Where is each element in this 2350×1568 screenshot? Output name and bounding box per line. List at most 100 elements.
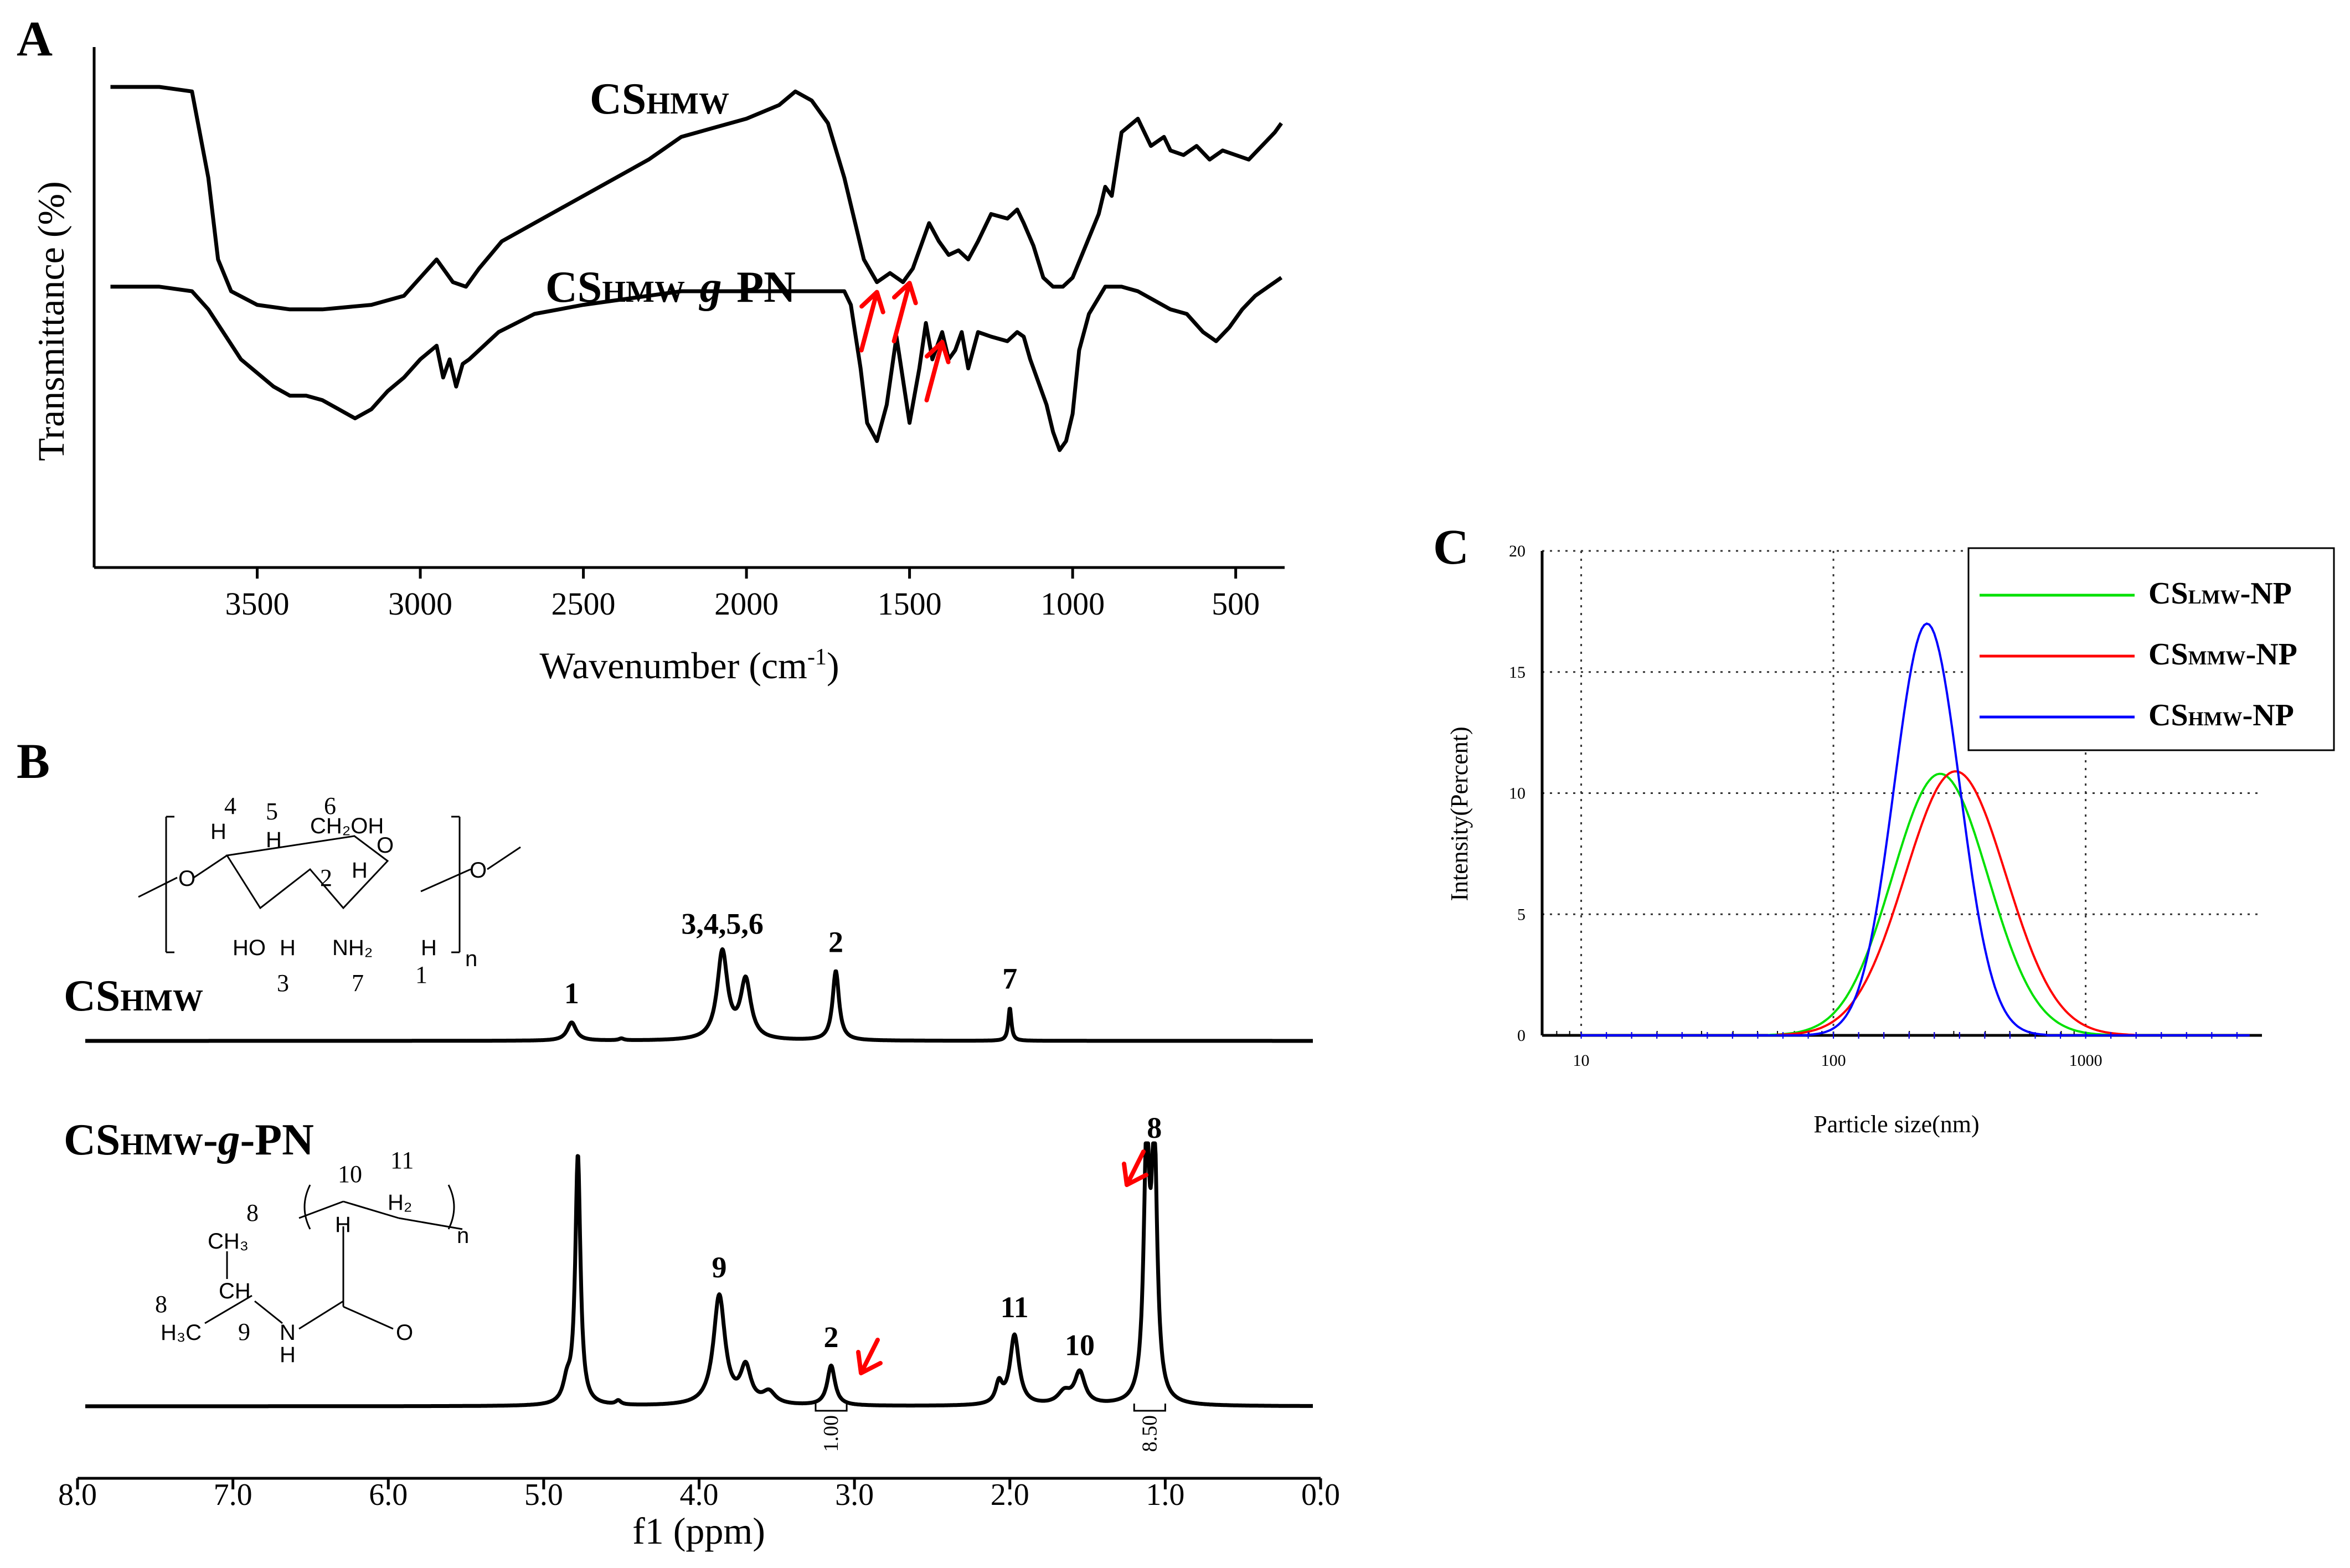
panel-letter-b: B <box>17 734 50 789</box>
chitosan-position-number: 5 <box>266 798 278 825</box>
chitosan-atom: O <box>377 833 394 858</box>
nmr-peak-label: 9 <box>712 1251 726 1284</box>
chitosan-atom: H <box>210 819 226 844</box>
nmr-trace-cs-hmw <box>84 947 1315 1043</box>
pnipam-atom: CH₃ <box>208 1229 249 1254</box>
nmr-x-axis-title: f1 (ppm) <box>632 1510 765 1552</box>
ftir-x-tick-label: 3500 <box>225 586 290 622</box>
chitosan-position-number: 6 <box>324 792 336 819</box>
ftir-trace-cs-hmw-g-pn <box>110 276 1283 452</box>
nmr-x-tick-label: 6.0 <box>369 1478 408 1512</box>
chitosan-atom: n <box>465 947 477 971</box>
pnipam-structure: H H₂ O N H CH₃ CH H₃C n 10 11 8 8 9 <box>155 1147 469 1367</box>
ftir-x-axis-title-sup: -1 <box>807 644 827 670</box>
dls-legend-label: CSLMW-NP <box>2148 576 2292 611</box>
nmr-red-arrow <box>1122 1149 1148 1187</box>
dls-grid <box>1542 550 2262 1035</box>
chitosan-atom: H <box>266 828 282 852</box>
pnipam-bond <box>343 1200 399 1219</box>
nmr-x-tick-label: 8.0 <box>58 1478 97 1512</box>
nmr-integral-value: 8.50 <box>1138 1415 1161 1452</box>
ftir-x-tick-label: 1000 <box>1040 586 1105 622</box>
chitosan-atom: HO <box>233 936 266 960</box>
nmr-peak-label: 10 <box>1065 1328 1095 1361</box>
dls-series-line <box>1581 622 2250 1036</box>
nmr-integrals: 1.00 8.50 <box>815 1404 1166 1452</box>
chitosan-ring <box>225 835 389 910</box>
ftir-label-cs-hmw: CSHMW <box>590 75 729 123</box>
chitosan-atom: H <box>280 936 296 960</box>
dls-y-tick-label: 5 <box>1517 905 1526 924</box>
nmr-peak-label: 1 <box>564 977 579 1010</box>
dls-legend-label-sub: LMW <box>2188 586 2240 608</box>
dls-legend-label: CSMMW-NP <box>2148 637 2297 672</box>
nmr-x-tick-label: 2.0 <box>991 1478 1029 1512</box>
ftir-label-graft-g: g <box>699 263 722 312</box>
ftir-red-arrow <box>859 290 885 353</box>
pnipam-atom: N <box>280 1321 296 1345</box>
nmr-peak-label: 7 <box>1002 962 1017 996</box>
ftir-red-arrow <box>924 339 951 403</box>
nmr-x-tick-label: 3.0 <box>835 1478 874 1512</box>
ftir-x-axis-title-tail: ) <box>827 644 839 687</box>
nmr-integral-bracket <box>815 1404 848 1412</box>
dls-y-axis-title: Intensity(Percent) <box>1446 726 1473 901</box>
ftir-label-cs-hmw-base: CS <box>590 75 646 123</box>
ftir-arrows <box>859 281 951 403</box>
chitosan-structure: O O O H H CH₂OH H HO H NH₂ H n 4 5 6 2 <box>138 792 521 997</box>
nmr-peak-label: 8 <box>1147 1111 1162 1144</box>
ftir-y-axis-title: Transmittance (%) <box>30 181 72 461</box>
chitosan-atom: H <box>421 936 437 960</box>
nmr-peak-label: 2 <box>828 926 843 959</box>
nmr-trace-cs-hmw-g-pn <box>84 1141 1315 1409</box>
nmr-integral-bracket <box>1133 1404 1166 1412</box>
nmr-panel: B 8.0 7.0 6.0 5.0 4.0 3.0 2.0 1.0 0.0 1 3,4,5,6 2 7… <box>17 734 1340 1552</box>
chitosan-position-number: 3 <box>277 969 289 997</box>
chitosan-atom: H <box>352 858 368 883</box>
pnipam-bracket <box>303 1184 311 1230</box>
pnipam-atom: H <box>335 1213 351 1237</box>
nmr-integral-value: 1.00 <box>820 1415 843 1452</box>
nmr-red-arrow <box>856 1338 883 1375</box>
chitosan-bond <box>193 854 228 879</box>
chitosan-bond <box>420 868 471 893</box>
nmr-peak-label: 2 <box>824 1321 839 1354</box>
dls-y-tick-label: 20 <box>1509 542 1526 560</box>
nmr-label-cs-hmw-sub: HMW <box>120 983 203 1017</box>
pnipam-atom: H <box>280 1343 296 1367</box>
pnipam-atom: H₂ <box>388 1190 412 1215</box>
chitosan-atom: O <box>470 858 487 883</box>
dls-x-tick-label: 10 <box>1573 1051 1590 1070</box>
dls-legend-label-tail: -NP <box>2243 698 2294 733</box>
pnipam-position-number: 8 <box>155 1291 167 1318</box>
pnipam-bond <box>343 1306 394 1330</box>
chitosan-bond <box>138 876 178 898</box>
nmr-x-tick-label: 7.0 <box>214 1478 252 1512</box>
nmr-x-tick-label: 0.0 <box>1301 1478 1340 1512</box>
pnipam-position-number: 9 <box>238 1318 250 1345</box>
ftir-label-cs-hmw-g-pn: CSHMW-g-PN <box>545 263 796 312</box>
dls-legend-label-sub: HMW <box>2188 708 2243 730</box>
pnipam-bracket <box>447 1184 455 1230</box>
pnipam-bond <box>298 1200 344 1219</box>
pnipam-atom: H₃C <box>161 1321 202 1345</box>
chitosan-position-number: 2 <box>320 864 332 891</box>
ftir-x-tick-label: 2500 <box>552 586 616 622</box>
pnipam-position-number: 8 <box>246 1199 259 1226</box>
nmr-label-graft-tail: -PN <box>240 1116 314 1164</box>
dls-x-axis-title: Particle size(nm) <box>1813 1111 1979 1138</box>
ftir-x-tick-label: 500 <box>1212 586 1260 622</box>
dls-panel: C 0 5 10 15 20 10 100 1000 Intensity(Percent) P… <box>1433 520 2335 1138</box>
pnipam-atom: CH <box>219 1279 251 1303</box>
ftir-x-tick-label: 2000 <box>714 586 779 622</box>
chitosan-position-number: 4 <box>224 792 236 819</box>
nmr-x-tick-label: 4.0 <box>680 1478 719 1512</box>
nmr-label-graft-g: g <box>217 1116 240 1164</box>
chitosan-bond <box>487 846 521 870</box>
ftir-series <box>110 85 1283 452</box>
dls-legend-label-tail: -NP <box>2240 576 2292 611</box>
chitosan-position-number: 7 <box>352 969 364 997</box>
nmr-peak-label: 3,4,5,6 <box>681 907 764 941</box>
ftir-x-axis-title-main: Wavenumber (cm <box>539 644 807 687</box>
